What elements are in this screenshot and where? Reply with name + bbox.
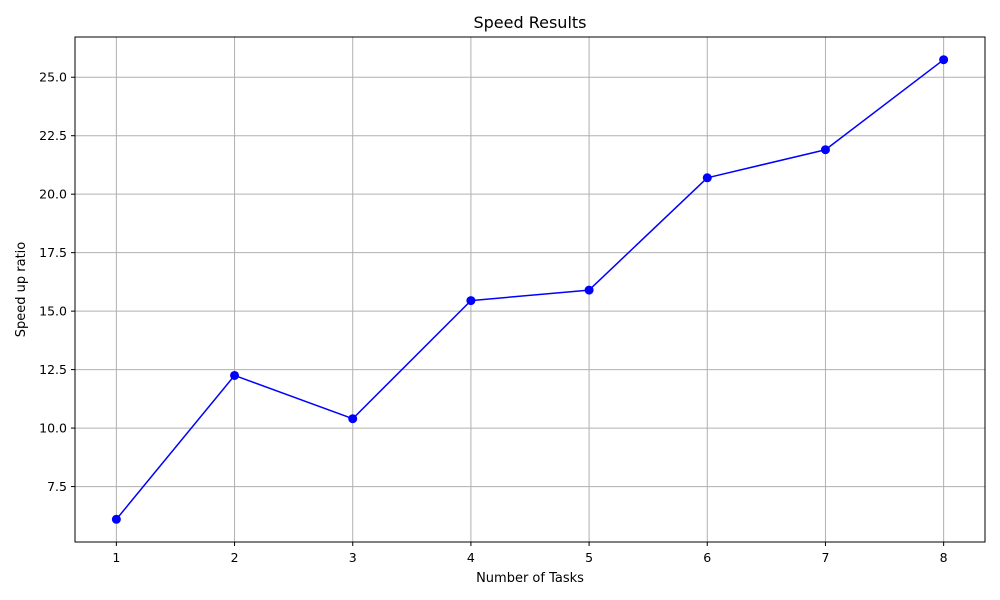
y-tick-label: 12.5 (39, 362, 67, 377)
x-axis-label: Number of Tasks (476, 571, 584, 586)
x-tick-label: 3 (349, 550, 357, 565)
data-point (584, 285, 594, 295)
data-point (820, 145, 830, 155)
x-tick-label: 2 (231, 550, 239, 565)
data-point (111, 514, 121, 524)
x-tick-label: 1 (112, 550, 120, 565)
data-point (939, 55, 949, 65)
x-tick-label: 4 (467, 550, 475, 565)
y-tick-label: 17.5 (39, 245, 67, 260)
y-tick-label: 25.0 (39, 70, 67, 85)
series-line (115, 59, 945, 520)
data-point (466, 296, 476, 306)
grid-lines (75, 37, 985, 542)
data-point (348, 414, 358, 424)
y-tick-label: 15.0 (39, 304, 67, 319)
y-axis-label: Speed up ratio (14, 242, 29, 338)
y-tick-label: 20.0 (39, 187, 67, 202)
y-tick-label: 7.5 (47, 479, 67, 494)
data-point (230, 370, 240, 380)
data-point (702, 173, 712, 183)
series-layer (111, 55, 949, 524)
plot-area (74, 36, 986, 543)
x-tick-label: 6 (703, 550, 711, 565)
x-tick-label: 8 (940, 550, 948, 565)
chart-title: Speed Results (473, 13, 586, 32)
y-tick-label: 22.5 (39, 128, 67, 143)
y-tick-label: 10.0 (39, 421, 67, 436)
x-tick-label: 5 (585, 550, 593, 565)
x-tick-label: 7 (821, 550, 829, 565)
axis-ticks: 1 2 3 4 5 6 7 8 7.5 10.0 12.5 15.0 17.5 20.0 22.5 25.0 (39, 70, 948, 565)
